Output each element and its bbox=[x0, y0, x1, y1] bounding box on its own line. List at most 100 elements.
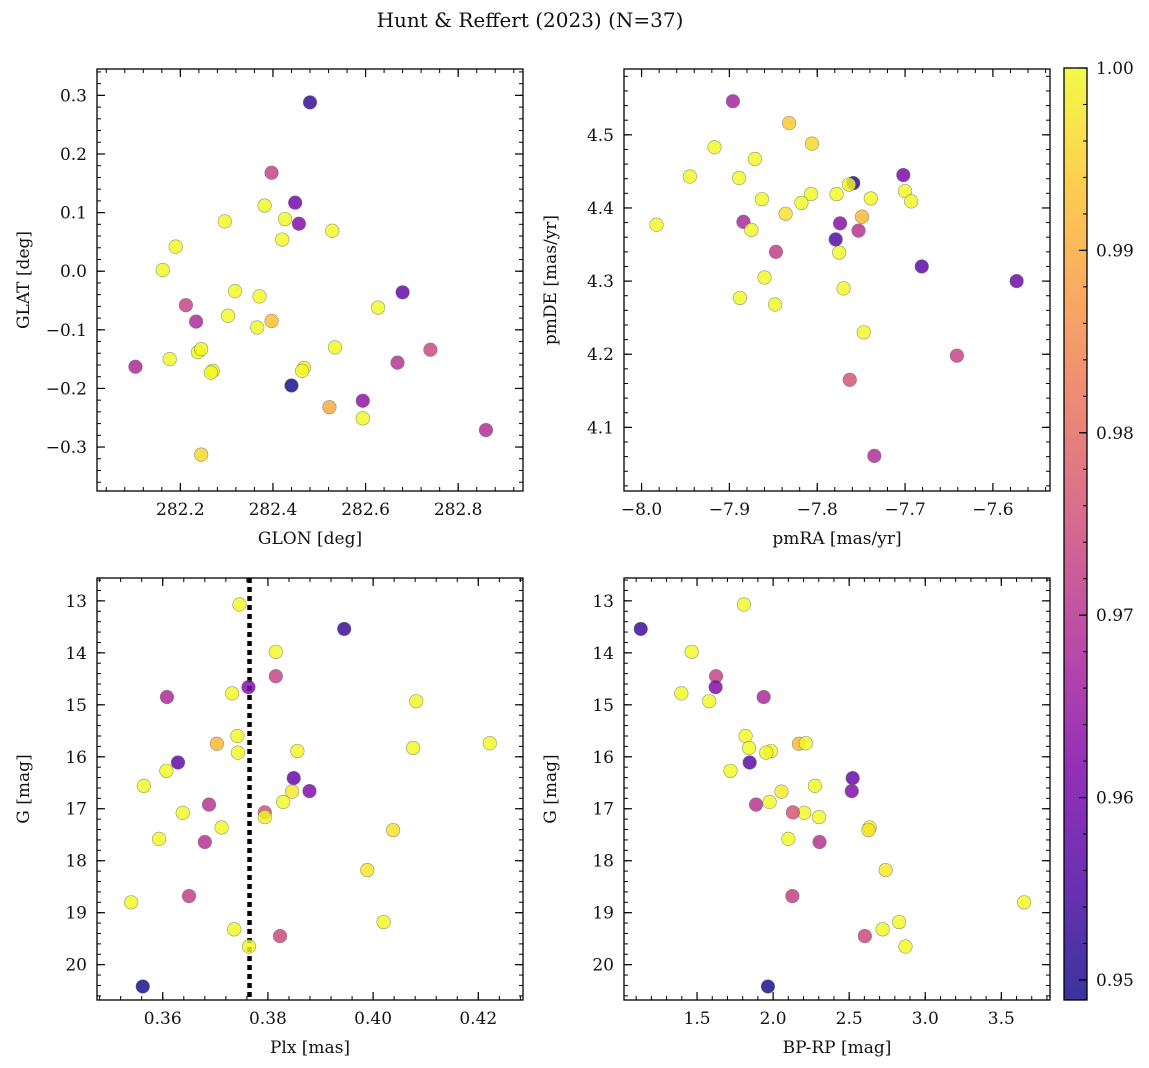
data-point bbox=[355, 411, 370, 426]
data-point bbox=[785, 805, 800, 820]
data-point bbox=[295, 363, 310, 378]
data-point bbox=[760, 979, 776, 994]
data-point bbox=[867, 448, 882, 463]
colorbar-tick-label: 0.99 bbox=[1096, 241, 1134, 261]
data-point bbox=[778, 206, 793, 221]
data-point bbox=[194, 447, 209, 462]
data-point bbox=[214, 820, 229, 835]
data-point bbox=[782, 116, 797, 131]
data-point bbox=[1009, 273, 1024, 289]
data-point bbox=[756, 689, 771, 705]
data-point bbox=[188, 314, 204, 329]
y-tick-label: 4.4 bbox=[587, 199, 614, 219]
data-point bbox=[748, 797, 764, 812]
data-point bbox=[264, 165, 279, 180]
y-tick-label: 4.1 bbox=[587, 418, 614, 438]
data-point bbox=[290, 743, 305, 759]
data-point bbox=[264, 313, 279, 329]
data-point bbox=[275, 232, 290, 247]
data-point bbox=[832, 216, 848, 231]
data-point bbox=[232, 597, 247, 612]
y-axis-label: GLAT [deg] bbox=[14, 231, 34, 329]
data-point bbox=[649, 217, 664, 232]
data-point bbox=[135, 979, 150, 994]
data-point bbox=[725, 94, 741, 109]
data-point bbox=[845, 770, 860, 786]
y-tick-label: 0.3 bbox=[60, 86, 87, 106]
x-tick-label: 0.38 bbox=[249, 1009, 287, 1029]
data-point bbox=[370, 300, 386, 315]
data-point bbox=[1017, 895, 1032, 910]
x-tick-label: 1.5 bbox=[684, 1009, 711, 1029]
y-tick-label: 16 bbox=[65, 748, 87, 768]
y-tick-label: 16 bbox=[592, 748, 614, 768]
data-point bbox=[891, 914, 907, 930]
data-point bbox=[423, 342, 438, 357]
data-point bbox=[209, 736, 225, 751]
y-tick-label: 13 bbox=[65, 592, 87, 612]
y-axis-label: G [mag] bbox=[14, 754, 34, 823]
data-point bbox=[482, 736, 497, 751]
data-point bbox=[875, 922, 890, 937]
x-tick-label: −8.0 bbox=[621, 500, 662, 520]
y-tick-label: −0.3 bbox=[46, 438, 87, 458]
data-point bbox=[230, 728, 245, 744]
data-point bbox=[252, 289, 267, 304]
data-point bbox=[225, 686, 240, 701]
y-axis-label: pmDE [mas/yr] bbox=[541, 215, 561, 345]
y-axis-label: G [mag] bbox=[541, 754, 561, 823]
data-point bbox=[241, 680, 256, 695]
data-point bbox=[128, 359, 143, 374]
data-point bbox=[842, 372, 857, 387]
data-point bbox=[162, 352, 177, 367]
axes-frame bbox=[623, 577, 1051, 1001]
x-tick-label: 282.8 bbox=[434, 500, 483, 520]
y-tick-label: 15 bbox=[65, 696, 87, 716]
data-point bbox=[857, 928, 872, 944]
data-point bbox=[201, 797, 217, 812]
data-point bbox=[291, 216, 306, 231]
data-point bbox=[807, 778, 823, 793]
data-point bbox=[738, 728, 753, 744]
colorbar-gradient bbox=[1064, 68, 1087, 1000]
data-point bbox=[767, 297, 783, 312]
colorbar-frame bbox=[1063, 67, 1088, 1001]
data-point bbox=[302, 783, 317, 799]
x-tick-label: 2.0 bbox=[760, 1009, 787, 1029]
data-point bbox=[803, 186, 819, 202]
data-point bbox=[856, 325, 871, 340]
data-point bbox=[723, 763, 738, 778]
panel-glon-glat: 282.2 282.4 282.6 282.8 0.3 0.2 0.1 0.0 −0.1 −0.2… bbox=[14, 68, 524, 549]
data-point bbox=[327, 340, 343, 355]
data-point bbox=[168, 239, 183, 254]
x-tick-label: −7.7 bbox=[884, 500, 925, 520]
data-point bbox=[741, 740, 757, 756]
data-point bbox=[155, 262, 170, 278]
y-tick-label: 4.5 bbox=[587, 126, 614, 146]
figure-title: Hunt & Reffert (2023) (N=37) bbox=[377, 8, 684, 32]
x-tick-label: 3.5 bbox=[988, 1009, 1015, 1029]
data-point bbox=[754, 192, 770, 207]
data-point bbox=[812, 834, 827, 850]
y-tick-label: 19 bbox=[65, 904, 87, 924]
data-point bbox=[878, 862, 893, 878]
data-point bbox=[702, 694, 717, 709]
y-tick-label: 20 bbox=[592, 956, 614, 976]
colorbar-tick-label: 0.95 bbox=[1096, 971, 1134, 991]
data-point bbox=[851, 223, 866, 238]
data-point bbox=[844, 783, 859, 799]
data-point bbox=[707, 140, 722, 155]
data-point bbox=[170, 755, 186, 770]
data-point bbox=[682, 169, 697, 184]
y-tick-label: 4.3 bbox=[587, 272, 614, 292]
y-tick-label: 14 bbox=[65, 644, 87, 664]
y-tick-label: 19 bbox=[592, 904, 614, 924]
y-tick-label: 13 bbox=[592, 592, 614, 612]
data-point bbox=[181, 888, 197, 904]
data-point bbox=[674, 686, 689, 701]
colorbar-tick-label: 0.96 bbox=[1096, 789, 1134, 809]
x-axis-label: Plx [mas] bbox=[270, 1038, 350, 1058]
x-tick-label: 282.4 bbox=[249, 500, 298, 520]
data-point bbox=[241, 939, 257, 954]
x-tick-label: 2.5 bbox=[836, 1009, 863, 1029]
